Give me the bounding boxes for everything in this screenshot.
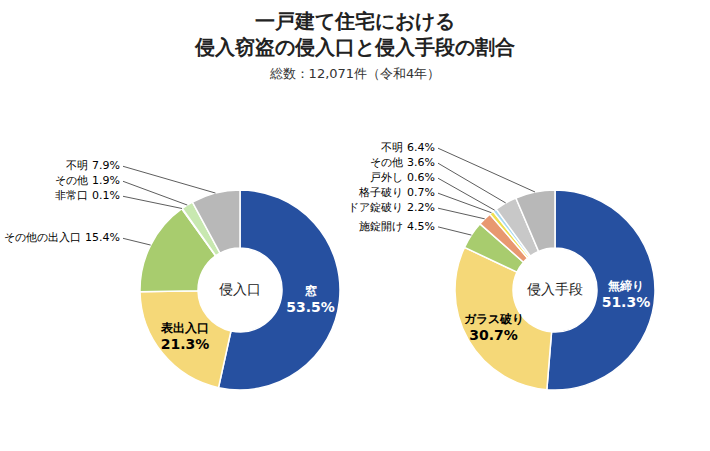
leader-line	[438, 208, 485, 219]
outer-label: 格子破り 0.7%	[358, 186, 435, 199]
slices	[455, 190, 655, 390]
slice-label: その他	[55, 174, 88, 187]
data-label: 51.3%	[602, 294, 651, 310]
outer-label: 施錠開け 4.5%	[359, 220, 435, 233]
chart-canvas: 一戸建て住宅における侵入窃盗の侵入口と侵入手段の割合総数：12,071件（令和4…	[0, 0, 710, 451]
data-label: 53.5%	[286, 299, 335, 315]
leader-line	[123, 181, 187, 205]
slice-label: 表出入口	[160, 321, 209, 335]
data-label: 2.2%	[407, 201, 435, 214]
center-label: 侵入口	[219, 281, 261, 297]
outer-label: 非常口 0.1%	[55, 189, 120, 202]
leader-line	[438, 178, 495, 210]
outer-label: その他の出入口 15.4%	[4, 231, 120, 244]
leader-lines	[123, 166, 215, 245]
title-group: 一戸建て住宅における侵入窃盗の侵入口と侵入手段の割合総数：12,071件（令和4…	[194, 9, 515, 81]
title: 一戸建て住宅における	[255, 9, 455, 33]
slice-label: 不明	[66, 159, 88, 172]
data-label: 0.1%	[92, 189, 120, 202]
data-label: 6.4%	[407, 141, 435, 154]
data-label: 15.4%	[85, 231, 120, 244]
data-label: 4.5%	[407, 220, 435, 233]
outer-label: ドア錠破り 2.2%	[348, 201, 435, 214]
data-label: 21.3%	[161, 336, 210, 352]
slice-label: 格子破り	[358, 186, 403, 199]
donut-chart: 侵入手段 無締り51.3% ガラス破り30.7% 施錠開け 4.5% ドア錠破り 2.2% 格…	[348, 141, 655, 390]
data-label: 0.7%	[407, 186, 435, 199]
slice-label: その他の出入口	[4, 231, 81, 244]
slice-label: その他	[370, 156, 403, 169]
slice-label: 窓	[305, 284, 317, 298]
slice	[140, 291, 231, 388]
leader-line	[438, 148, 535, 192]
title: 侵入窃盗の侵入口と侵入手段の割合	[194, 35, 515, 59]
donut-chart: 侵入口 窓53.5% 表出入口21.3% その他の出入口 15.4% 非常口 0.1% その他…	[4, 159, 340, 390]
slice-label: 非常口	[55, 189, 88, 202]
slice-label: 無締り	[607, 279, 644, 293]
outer-label: 不明 6.4%	[381, 141, 435, 154]
slice	[192, 190, 240, 253]
outer-label: 戸外し 0.6%	[370, 171, 435, 184]
data-label: 30.7%	[469, 327, 518, 343]
slice-label: 戸外し	[370, 171, 403, 184]
leader-line	[123, 166, 215, 193]
data-label: 3.6%	[407, 156, 435, 169]
slice	[455, 247, 552, 389]
data-labels: 無締り51.3% ガラス破り30.7% 施錠開け 4.5% ドア錠破り 2.2% 格子破り 0…	[348, 141, 650, 342]
center-label: 侵入手段	[527, 281, 583, 297]
outer-label: その他 1.9%	[55, 174, 120, 187]
slice-label: ガラス破り	[464, 312, 524, 326]
leader-lines	[438, 148, 535, 235]
leader-line	[438, 227, 471, 235]
leader-line	[438, 163, 506, 203]
slices	[140, 190, 340, 390]
data-label: 0.6%	[407, 171, 435, 184]
slice-label: 施錠開け	[359, 220, 403, 233]
data-label: 1.9%	[92, 174, 120, 187]
outer-label: 不明 7.9%	[66, 159, 120, 172]
slice-label: 不明	[381, 141, 403, 154]
leader-line	[123, 196, 182, 208]
data-label: 7.9%	[92, 159, 120, 172]
outer-label: その他 3.6%	[370, 156, 435, 169]
leader-line	[438, 193, 491, 213]
data-labels: 窓53.5% 表出入口21.3% その他の出入口 15.4% 非常口 0.1% その他 1.9…	[4, 159, 335, 352]
slice-label: ドア錠破り	[348, 201, 403, 214]
subtitle: 総数：12,071件（令和4年）	[269, 66, 441, 81]
leader-line	[123, 238, 151, 245]
slice	[516, 190, 555, 251]
